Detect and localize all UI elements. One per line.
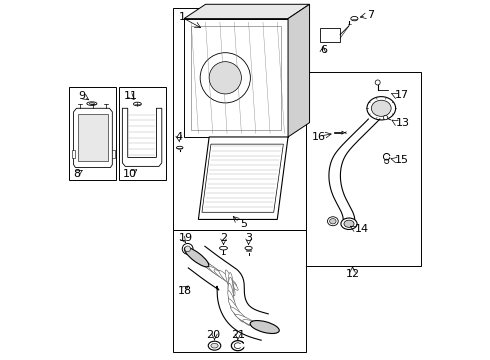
Polygon shape [288, 4, 310, 137]
Ellipse shape [89, 103, 95, 104]
Bar [112, 149, 115, 158]
Ellipse shape [341, 218, 357, 229]
Text: 19: 19 [179, 233, 193, 243]
Polygon shape [74, 108, 112, 167]
Circle shape [182, 243, 193, 254]
Text: 14: 14 [354, 225, 368, 234]
Ellipse shape [250, 320, 279, 333]
Bar [69, 87, 116, 180]
Ellipse shape [209, 266, 232, 282]
Ellipse shape [231, 307, 251, 326]
Ellipse shape [211, 343, 218, 348]
Bar [306, 72, 421, 266]
Text: 13: 13 [395, 118, 410, 128]
Ellipse shape [184, 247, 209, 267]
Ellipse shape [371, 100, 391, 116]
Ellipse shape [228, 291, 238, 316]
Text: 8: 8 [74, 168, 81, 179]
Ellipse shape [220, 246, 227, 250]
Ellipse shape [219, 270, 238, 290]
Ellipse shape [202, 261, 224, 278]
Polygon shape [184, 4, 310, 19]
Text: 12: 12 [345, 269, 360, 279]
Text: 16: 16 [311, 132, 325, 142]
Ellipse shape [344, 220, 354, 227]
Text: 17: 17 [394, 90, 409, 100]
Text: 18: 18 [177, 286, 192, 296]
Text: 3: 3 [245, 233, 252, 243]
Text: 6: 6 [320, 45, 327, 55]
Circle shape [185, 246, 191, 252]
Ellipse shape [228, 277, 233, 305]
Ellipse shape [200, 53, 250, 103]
Text: 7: 7 [367, 10, 374, 20]
Text: 15: 15 [395, 155, 409, 165]
Ellipse shape [327, 217, 338, 226]
Bar [173, 8, 306, 230]
Ellipse shape [228, 299, 244, 322]
Bar [173, 230, 306, 352]
Polygon shape [198, 137, 288, 220]
Text: 9: 9 [78, 91, 85, 101]
Ellipse shape [330, 219, 336, 224]
Ellipse shape [228, 273, 233, 300]
Text: 4: 4 [176, 132, 183, 142]
Ellipse shape [209, 62, 242, 94]
Ellipse shape [236, 314, 260, 328]
Ellipse shape [251, 323, 278, 331]
Text: 1: 1 [179, 12, 186, 22]
Ellipse shape [243, 320, 269, 329]
Ellipse shape [228, 283, 234, 310]
Bar [320, 28, 340, 42]
Text: 10: 10 [122, 168, 136, 179]
Ellipse shape [367, 96, 395, 120]
Polygon shape [122, 108, 162, 166]
Text: 5: 5 [240, 219, 247, 229]
Circle shape [383, 116, 388, 120]
Ellipse shape [245, 246, 252, 250]
Text: 2: 2 [220, 233, 227, 243]
Ellipse shape [214, 270, 237, 286]
Circle shape [375, 80, 380, 85]
Ellipse shape [133, 102, 141, 106]
Bar [72, 149, 74, 158]
Bar [184, 19, 288, 137]
Bar [78, 114, 108, 161]
Ellipse shape [351, 17, 358, 21]
Text: 11: 11 [124, 91, 138, 101]
Ellipse shape [194, 255, 216, 272]
Ellipse shape [176, 146, 183, 149]
Ellipse shape [186, 249, 208, 266]
Text: 20: 20 [206, 330, 220, 340]
Ellipse shape [225, 270, 235, 296]
Ellipse shape [87, 102, 97, 105]
Ellipse shape [208, 341, 221, 350]
Bar [120, 87, 166, 180]
Text: 21: 21 [231, 330, 245, 340]
Bar [191, 26, 281, 130]
